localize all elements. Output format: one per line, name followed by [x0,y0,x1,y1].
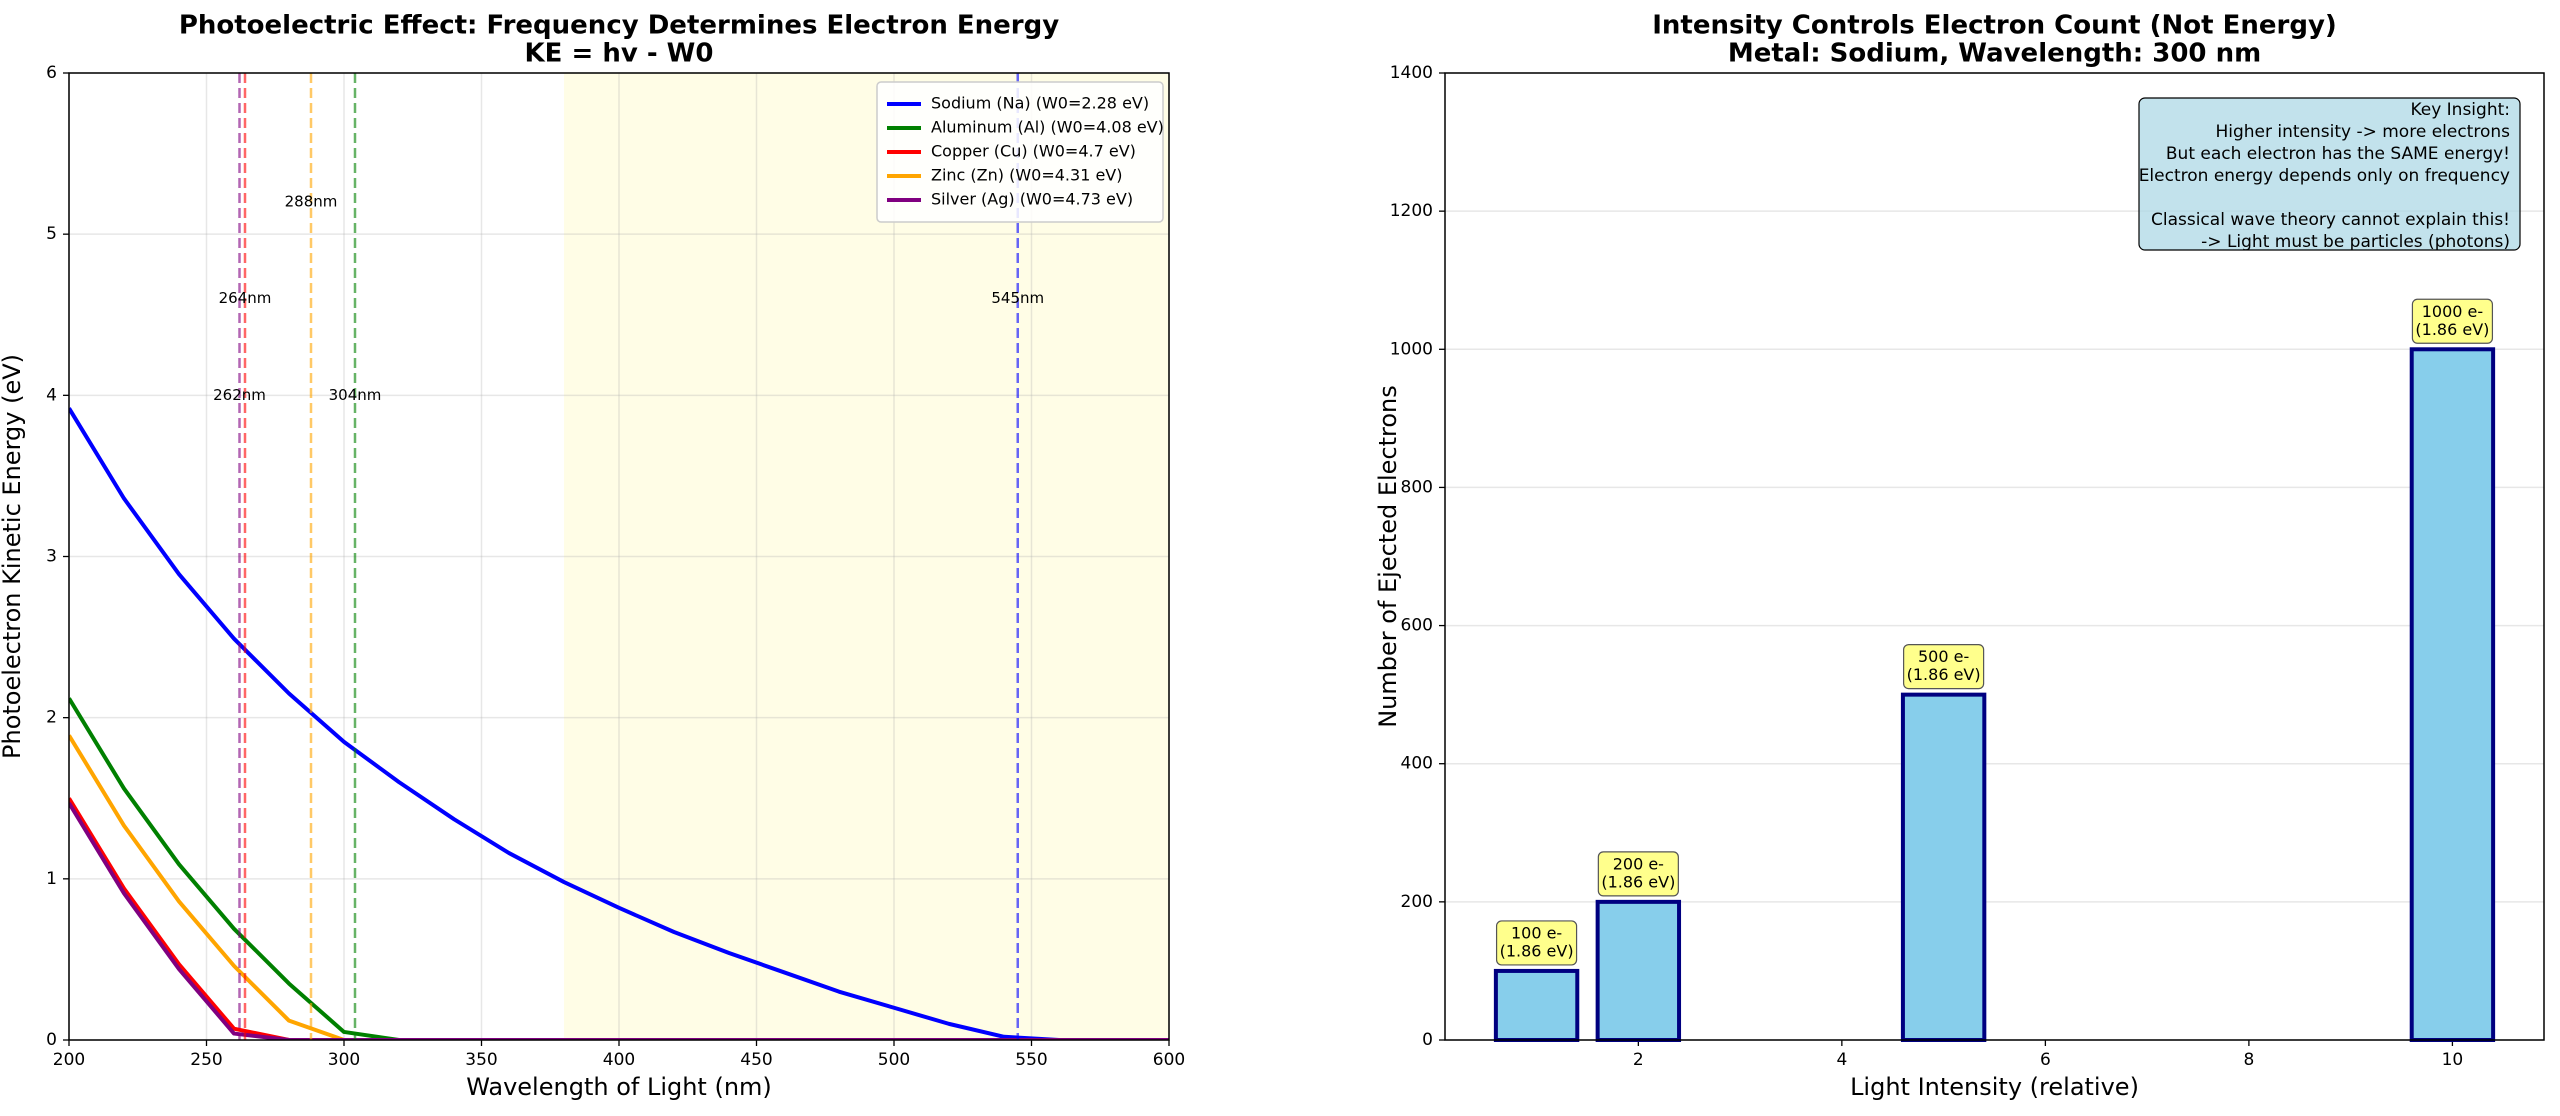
y-tick-label: 3 [46,547,57,567]
bar [1493,968,1580,1043]
series-line [69,734,1169,1040]
axes-frame [68,72,1170,1041]
x-tick-label: 6 [2040,1050,2051,1070]
y-tick-label: 6 [46,63,57,83]
value-label: 500 e- [1918,647,1969,666]
value-label: 200 e- [1613,854,1664,873]
threshold-label: 545nm [991,289,1044,307]
bar [2409,347,2496,1042]
y-axis-label: Number of Ejected Electrons [1374,385,1402,728]
chart-title: Photoelectric Effect: Frequency Determin… [179,11,1059,41]
bar [1595,899,1682,1042]
x-tick-label: 4 [1836,1050,1847,1070]
y-tick-label: 800 [1401,477,1433,497]
x-tick-label: 300 [328,1050,360,1070]
value-label: 100 e- [1511,923,1562,942]
insight-text: Classical wave theory cannot explain thi… [2151,210,2510,230]
y-tick-label: 0 [46,1030,57,1050]
y-tick-label: 400 [1401,754,1433,774]
value-label: 1000 e- [2422,302,2483,321]
legend-box [876,81,1164,223]
x-tick-label: 200 [53,1050,85,1070]
chart-subtitle: KE = hv - W0 [525,39,714,69]
bar [1900,692,1987,1043]
threshold-label: 288nm [285,192,338,210]
y-axis-label: Photoelectron Kinetic Energy (eV) [0,354,26,759]
x-tick-label: 250 [190,1050,222,1070]
y-tick-label: 1 [46,869,57,889]
threshold-label: 264nm [219,289,272,307]
insight-text: Electron energy depends only on frequenc… [2139,166,2510,186]
x-tick-label: 550 [1015,1050,1047,1070]
y-tick-label: 0 [1422,1030,1433,1050]
x-axis-label: Wavelength of Light (nm) [466,1073,772,1101]
y-tick-label: 4 [46,385,57,405]
insight-text: Higher intensity -> more electrons [2215,122,2510,142]
x-tick-label: 350 [465,1050,497,1070]
y-tick-label: 200 [1401,892,1433,912]
threshold-label: 262nm [213,386,266,404]
value-label: (1.86 eV) [2415,320,2489,339]
insight-box [2138,97,2521,251]
x-tick-label: 450 [740,1050,772,1070]
value-label-box [2411,298,2494,344]
value-label: (1.86 eV) [1907,665,1981,684]
plot-area [564,73,1169,1040]
axes-frame [1444,72,2545,1041]
y-tick-label: 600 [1401,616,1433,636]
x-axis-label: Light Intensity (relative) [1850,1073,2139,1101]
y-tick-label: 1200 [1390,201,1433,221]
x-tick-label: 600 [1153,1050,1185,1070]
legend-label: Silver (Ag) (W0=4.73 eV) [931,190,1133,209]
y-tick-label: 1400 [1390,63,1433,83]
x-tick-label: 2 [1633,1050,1644,1070]
x-tick-label: 10 [2442,1050,2464,1070]
insight-text: But each electron has the SAME energy! [2166,144,2510,164]
threshold-label: 304nm [329,386,382,404]
insight-text: Key Insight: [2410,100,2510,120]
value-label: (1.86 eV) [1500,941,1574,960]
y-tick-label: 2 [46,708,57,728]
series-line [69,797,1169,1040]
legend-label: Aluminum (Al) (W0=4.08 eV) [931,118,1164,137]
value-label-box [1495,920,1578,966]
series-line [69,697,1169,1040]
insight-text: -> Light must be particles (photons) [2201,232,2510,252]
value-label-box [1597,851,1679,897]
series-line [69,407,1169,1040]
legend-label: Copper (Cu) (W0=4.7 eV) [931,142,1136,161]
x-tick-label: 400 [603,1050,635,1070]
highlight-span [564,73,1169,1040]
series-area [69,73,1169,1040]
chart-subtitle: Metal: Sodium, Wavelength: 300 nm [1728,39,2261,69]
x-tick-label: 500 [878,1050,910,1070]
x-tick-label: 8 [2243,1050,2254,1070]
legend-label: Sodium (Na) (W0=2.28 eV) [931,94,1149,113]
value-label: (1.86 eV) [1601,872,1675,891]
series-line [69,802,1169,1040]
chart-title: Intensity Controls Electron Count (Not E… [1652,11,2337,41]
value-label-box [1903,644,1985,690]
y-tick-label: 1000 [1390,339,1433,359]
y-tick-label: 5 [46,224,57,244]
legend-label: Zinc (Zn) (W0=4.31 eV) [931,166,1123,185]
